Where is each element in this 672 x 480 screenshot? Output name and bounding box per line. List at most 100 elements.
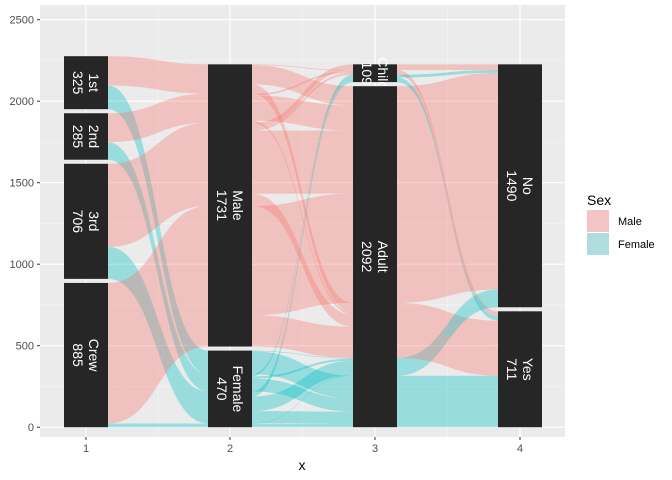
- flow-3rd-male-child-yes-seg3: [397, 72, 498, 317]
- stratum-1st: [64, 56, 108, 110]
- flow-2nd-male-adult-yes-seg3: [397, 312, 498, 333]
- flow-crew-male-adult-yes-seg2: [252, 315, 353, 358]
- stratum-count-child: 109: [359, 62, 375, 86]
- flow-2nd-female-child-yes-seg3: [397, 77, 498, 319]
- flow-1st-female-adult-yes-seg2: [252, 351, 353, 399]
- stratum-name-3rd: 3rd: [86, 211, 102, 231]
- flow-3rd-female-adult-yes-seg3: [397, 411, 498, 424]
- flow-crew-male-adult-yes-seg3: [397, 326, 498, 376]
- flow-3rd-female-adult-yes-seg1: [108, 266, 208, 424]
- stratum-count-male: 1731: [214, 190, 230, 221]
- stratum-adult: [353, 86, 397, 428]
- flow-3rd-male-adult-no-seg2: [252, 130, 353, 194]
- y-tick-label: 2000: [10, 96, 34, 108]
- stratum-count-adult: 2092: [359, 241, 375, 272]
- flow-1st-male-adult-no-seg3: [397, 72, 498, 106]
- flow-crew-male-adult-no-seg1: [108, 206, 208, 393]
- flow-3rd-male-adult-no-seg1: [108, 130, 208, 235]
- flow-3rd-female-adult-no-seg2: [252, 360, 353, 412]
- flow-3rd-male-child-no-seg3: [397, 64, 498, 71]
- flow-2nd-male-child-yes-seg1: [108, 93, 208, 116]
- flow-1st-female-child-yes-seg2: [252, 77, 353, 351]
- flow-2nd-female-adult-no-seg3: [397, 290, 498, 361]
- stratum-2nd: [64, 113, 108, 160]
- stratum-count-2nd: 285: [70, 125, 86, 149]
- flow-3rd-female-child-no-seg2: [252, 74, 353, 395]
- flow-1st-female-child-yes-seg1: [108, 85, 208, 351]
- flow-3rd-male-adult-yes-seg2: [252, 193, 353, 327]
- stratum-name-female: Female: [230, 366, 246, 413]
- x-tick-label: 3: [372, 443, 378, 455]
- y-tick-label: 2500: [10, 15, 34, 27]
- flow-3rd-male-adult-no-seg3: [397, 117, 498, 194]
- flow-crew-male-adult-no-seg2: [252, 193, 353, 316]
- flow-crew-female-adult-no-seg3: [397, 306, 498, 376]
- stratum-name-child: Child: [375, 57, 391, 89]
- stratum-count-yes: 711: [504, 358, 520, 381]
- x-tick-label: 1: [83, 443, 89, 455]
- x-tick-label: 2: [227, 443, 233, 455]
- axes: 0 500 1000 1500 2000 2500 1 2 3 4: [10, 15, 524, 455]
- flow-2nd-female-adult-no-seg2: [252, 358, 353, 379]
- flow-1st-female-adult-no-seg1: [108, 85, 208, 352]
- flow-2nd-male-child-yes-seg2: [252, 70, 353, 96]
- flow-2nd-female-child-yes-seg1: [108, 142, 208, 377]
- flow-1st-male-adult-yes-seg1: [108, 76, 208, 94]
- stratum-name-crew: Crew: [86, 339, 102, 373]
- flow-3rd-female-child-no-seg1: [108, 246, 208, 395]
- stratum-crew: [64, 282, 108, 428]
- flow-1st-female-adult-yes-seg1: [108, 86, 208, 375]
- flow-2nd-male-adult-no-seg3: [397, 92, 498, 131]
- flow-crew-female-adult-yes-seg2: [252, 423, 353, 428]
- flow-2nd-female-adult-yes-seg3: [397, 398, 498, 412]
- flow-2nd-male-adult-no-seg2: [252, 95, 353, 131]
- flow-crew-female-adult-no-seg2: [252, 375, 353, 424]
- flow-2nd-male-adult-yes-seg2: [252, 120, 353, 315]
- y-tick-label: 500: [16, 341, 34, 353]
- stratum-male: [208, 64, 252, 347]
- flow-3rd-male-child-yes-seg1: [108, 128, 208, 172]
- stratum-count-1st: 325: [70, 71, 86, 95]
- flow-1st-male-child-yes-seg1: [108, 56, 208, 66]
- stratum-name-1st: 1st: [86, 73, 102, 92]
- stratum-yes: [498, 311, 542, 428]
- stratum-count-no: 1490: [504, 170, 520, 201]
- flow-3rd-male-adult-yes-seg3: [397, 314, 498, 345]
- stratum-name-yes: Yes: [520, 358, 536, 381]
- flow-3rd-female-adult-yes-seg2: [252, 411, 353, 424]
- flow-2nd-male-adult-no-seg1: [108, 95, 208, 141]
- stratum-count-3rd: 706: [70, 210, 86, 234]
- flow-3rd-male-child-no-seg2: [252, 64, 353, 129]
- flow-1st-male-adult-yes-seg3: [397, 302, 498, 330]
- flow-1st-female-adult-yes-seg3: [397, 375, 498, 399]
- stratum-child: [353, 64, 397, 83]
- y-tick-label: 1000: [10, 259, 34, 271]
- stratum-name-male: Male: [230, 190, 246, 221]
- flow-crew-female-adult-yes-seg3: [397, 423, 498, 428]
- flow-3rd-female-child-yes-seg3: [397, 79, 498, 321]
- flow-1st-female-adult-no-seg3: [397, 289, 498, 359]
- flow-3rd-female-child-no-seg3: [397, 70, 498, 78]
- stratum-name-no: No: [520, 177, 536, 195]
- stratum-female: [208, 350, 252, 428]
- flow-3rd-female-adult-no-seg1: [108, 251, 208, 412]
- x-axis-title: x: [299, 457, 306, 473]
- legend-swatch-male: [587, 210, 609, 232]
- x-tick-label: 4: [517, 443, 523, 455]
- flow-3rd-female-adult-no-seg3: [397, 292, 498, 376]
- flow-2nd-female-child-yes-seg2: [252, 77, 353, 377]
- flow-crew-male-adult-yes-seg1: [108, 315, 208, 424]
- flow-layer: [108, 56, 498, 428]
- flow-2nd-male-child-yes-seg3: [397, 70, 498, 314]
- flow-3rd-female-child-yes-seg2: [252, 79, 353, 397]
- flow-crew-female-adult-yes-seg1: [108, 423, 208, 428]
